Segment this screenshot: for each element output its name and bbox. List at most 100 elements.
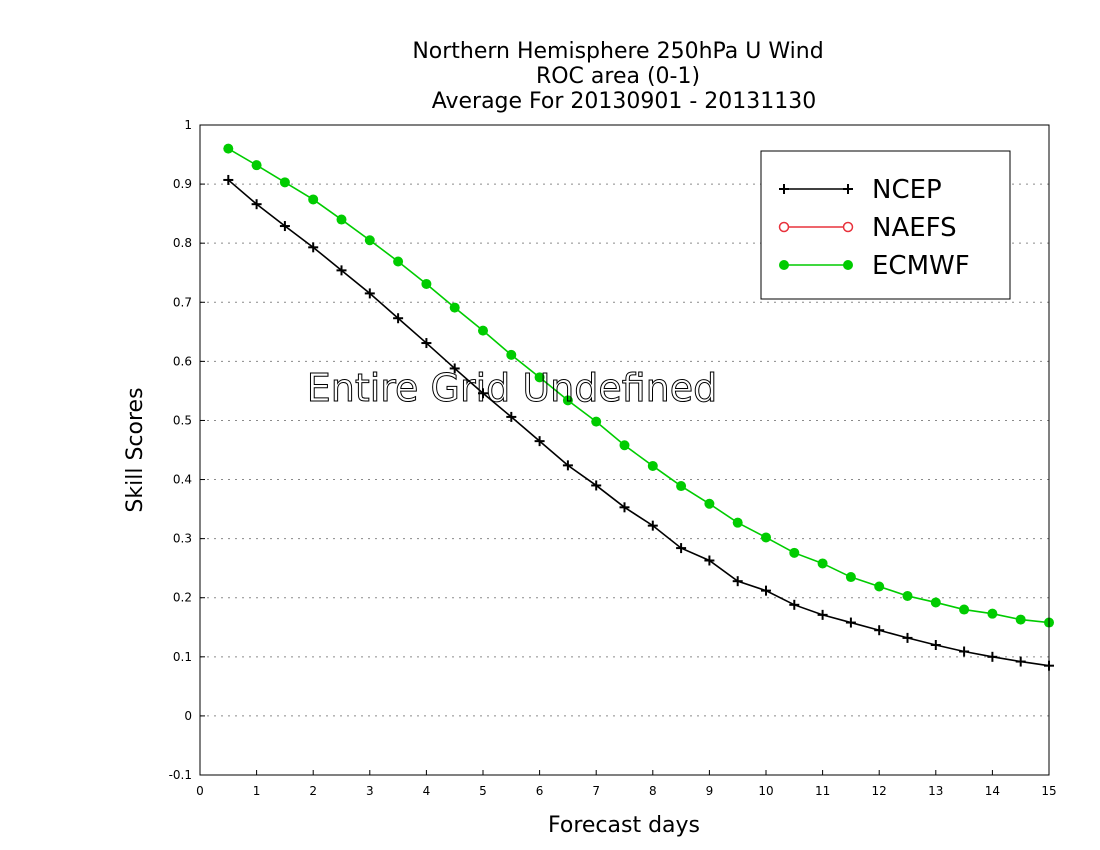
data-point-ecmwf	[647, 460, 658, 471]
data-point-ecmwf	[676, 481, 687, 492]
data-point-ecmwf	[534, 372, 545, 383]
legend-marker-ncep	[843, 184, 853, 194]
data-point-ncep	[279, 221, 290, 232]
series-group	[223, 143, 1054, 671]
data-point-ecmwf	[562, 395, 573, 406]
y-tick-label: 0.4	[173, 473, 192, 487]
data-point-ecmwf	[223, 143, 234, 154]
data-point-ncep	[506, 411, 517, 422]
x-tick-label: 11	[815, 784, 830, 798]
data-point-ncep	[336, 265, 347, 276]
x-tick-labels: 0 1 2 3 4 5 6 7 8 9 10 11 12 13 14 15	[196, 784, 1056, 798]
x-tick-label: 5	[479, 784, 487, 798]
data-point-ecmwf	[845, 572, 856, 583]
x-tick-label: 4	[423, 784, 431, 798]
data-point-ncep	[930, 640, 941, 650]
y-tick-labels: -0.1 0 0.1 0.2 0.3 0.4 0.5 0.6 0.7 0.8 0.9 1	[169, 118, 192, 782]
legend-label-ecmwf: ECMWF	[872, 251, 970, 281]
x-tick-label: 2	[309, 784, 317, 798]
data-point-ecmwf	[789, 547, 800, 558]
title-line-2: ROC area (0-1)	[536, 64, 700, 89]
data-point-ncep	[591, 480, 602, 491]
x-tick-label: 13	[928, 784, 943, 798]
data-point-ecmwf	[478, 325, 488, 336]
series-ecmwf	[223, 143, 1054, 628]
legend-label-naefs: NAEFS	[872, 213, 957, 243]
data-point-ncep	[393, 313, 404, 324]
data-point-ncep	[478, 388, 488, 399]
data-point-ncep	[534, 436, 545, 447]
y-tick-label: 0.8	[173, 236, 192, 250]
x-tick-label: 14	[985, 784, 1000, 798]
annotation-entire-grid-undefined: Entire Grid Undefined	[307, 366, 718, 410]
data-point-ncep	[308, 242, 319, 253]
data-point-ncep	[223, 174, 234, 185]
data-point-ncep	[676, 543, 687, 554]
x-tick-label: 3	[366, 784, 374, 798]
axis-ticks	[199, 124, 1050, 776]
y-tick-label: 1	[184, 118, 192, 132]
data-point-ecmwf	[704, 498, 715, 509]
data-point-ncep	[421, 338, 432, 349]
data-point-ncep	[364, 288, 375, 299]
x-tick-label: 0	[196, 784, 204, 798]
data-point-ecmwf	[817, 558, 828, 569]
data-point-ecmwf	[959, 604, 970, 615]
title-line-1: Northern Hemisphere 250hPa U Wind	[412, 39, 823, 64]
x-tick-label: 6	[536, 784, 544, 798]
data-point-ncep	[902, 632, 913, 643]
data-point-ecmwf	[364, 235, 375, 246]
data-point-ecmwf	[987, 608, 998, 619]
series-ncep	[223, 174, 1054, 671]
data-point-ecmwf	[874, 581, 885, 592]
legend-entry-ncep: NCEP	[779, 175, 942, 205]
data-point-ecmwf	[251, 160, 262, 171]
y-tick-label: 0.5	[173, 413, 192, 427]
data-point-ncep	[647, 520, 658, 531]
legend-label-ncep: NCEP	[872, 175, 942, 205]
y-tick-label: 0.9	[173, 177, 192, 191]
data-point-ncep	[1015, 656, 1026, 667]
x-tick-label: 1	[253, 784, 261, 798]
data-point-ecmwf	[421, 278, 432, 289]
data-point-ecmwf	[619, 440, 630, 451]
legend-marker-ecmwf	[779, 260, 789, 270]
data-point-ecmwf	[1015, 614, 1026, 625]
data-point-ncep	[449, 363, 460, 374]
chart-title: Northern Hemisphere 250hPa U Wind ROC ar…	[412, 39, 823, 114]
x-tick-label: 12	[872, 784, 887, 798]
gridlines	[200, 183, 1049, 717]
data-point-ncep	[562, 460, 573, 471]
data-point-ecmwf	[591, 416, 602, 427]
y-tick-label: 0.6	[173, 354, 192, 368]
y-tick-label: 0.2	[173, 591, 192, 605]
data-point-ecmwf	[393, 256, 404, 267]
x-axis-label: Forecast days	[548, 813, 700, 838]
data-point-ncep	[987, 651, 998, 662]
data-point-ecmwf	[761, 532, 771, 543]
series-line-ncep	[227, 179, 1050, 667]
data-point-ncep	[789, 599, 800, 610]
data-point-ncep	[619, 502, 630, 513]
legend-marker-ecmwf	[843, 260, 853, 270]
data-point-ncep	[251, 199, 262, 210]
legend-entry-naefs: NAEFS	[778, 213, 957, 243]
x-tick-label: 15	[1041, 784, 1056, 798]
data-point-ecmwf	[336, 214, 347, 225]
data-point-ncep	[732, 576, 743, 587]
legend-marker-ncep	[779, 184, 789, 194]
legend-marker-naefs	[778, 221, 790, 233]
data-point-ncep	[817, 609, 828, 620]
data-point-ecmwf	[732, 517, 743, 528]
data-point-ecmwf	[308, 194, 319, 205]
data-point-ncep	[761, 585, 771, 596]
y-tick-label: 0.7	[173, 295, 192, 309]
data-point-ncep	[845, 617, 856, 628]
x-tick-label: 7	[592, 784, 600, 798]
y-axis-label: Skill Scores	[123, 387, 148, 512]
data-point-ncep	[874, 625, 885, 636]
data-point-ncep	[704, 555, 715, 566]
legend-box	[760, 150, 1011, 300]
x-tick-label: 9	[706, 784, 714, 798]
